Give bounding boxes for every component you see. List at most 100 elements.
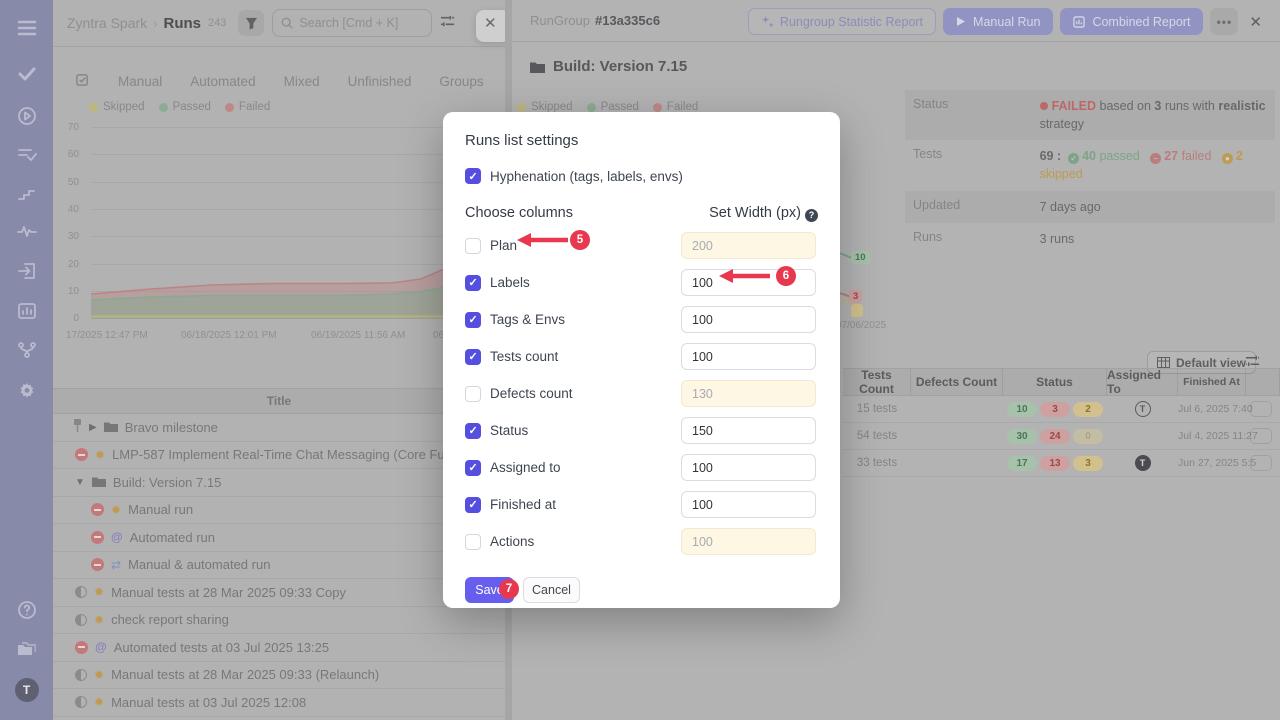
table-row[interactable]: 54 tests 30 24 0 Jul 4, 2025 11:27 [843,423,1280,450]
tests-count-checkbox[interactable] [465,348,481,365]
run-title[interactable]: Manual & automated run [128,557,271,573]
help-icon[interactable] [0,600,53,620]
chevron-right-icon[interactable]: ▶ [89,421,97,433]
branch-icon[interactable] [0,341,53,359]
failed-dot [652,102,662,112]
defects-count-checkbox[interactable] [465,385,481,402]
adjustments-icon[interactable] [440,14,455,33]
tab-groups[interactable]: Groups [439,73,484,89]
hyphenation-checkbox[interactable] [465,168,481,184]
run-title[interactable]: Automated tests at 03 Jul 2025 13:25 [113,639,330,655]
more-options-button[interactable]: ••• [1210,8,1239,35]
skipped-line-badge [851,304,863,317]
status-checkbox[interactable] [465,422,481,439]
statistic-report-button[interactable]: Rungroup Statistic Report [747,8,937,35]
run-title[interactable]: Manual tests at 03 Jul 2025 12:08 [111,694,307,710]
run-title[interactable]: Manual tests at 28 Mar 2025 09:33 (Relau… [111,667,380,683]
hyphenation-row[interactable]: Hyphenation (tags, labels, envs) [465,168,818,184]
tests-count-width-input[interactable] [681,343,816,370]
select-all-icon[interactable] [75,72,90,90]
list-item[interactable]: @ Automated run [53,524,505,552]
list-item[interactable]: ✹ Manual tests at 28 Mar 2025 09:33 (Rel… [53,662,505,689]
run-title[interactable]: LMP-587 Implement Real-Time Chat Messagi… [112,447,487,463]
col-defects-count[interactable]: Defects Count [911,369,1003,395]
gear-icon[interactable] [0,381,53,401]
user-avatar[interactable]: T [0,678,53,702]
search-placeholder: Search [Cmd + K] [299,16,399,30]
col-finished-at[interactable]: Finished At [1178,369,1246,395]
bar-chart-icon[interactable] [0,302,53,320]
tags-envs-width-input[interactable] [681,306,816,333]
manual-run-button[interactable]: Manual Run [943,8,1054,35]
run-title[interactable]: Bravo milestone [124,419,218,435]
failed-status-icon [75,448,88,462]
run-title[interactable]: Build: Version 7.15 [112,474,222,490]
filter-button[interactable] [238,10,265,36]
list-item[interactable]: @ Automated tests at 03 Jul 2025 13:25 [53,634,505,662]
assignee-avatar[interactable]: T [1134,401,1151,417]
folders-icon[interactable] [0,640,53,658]
assigned-to-width-input[interactable] [681,454,816,481]
col-tests-count[interactable]: Tests Count [843,368,911,396]
manual-run-icon: ✹ [94,585,105,600]
table-settings-icon[interactable] [1245,354,1260,373]
actions-width-input[interactable] [681,528,816,555]
list-item[interactable]: ✹ Manual tests at 03 Jul 2025 12:08 [53,689,505,717]
table-row[interactable]: 33 tests 17 13 3 T Jun 27, 2025 5:5 [843,450,1280,477]
finished-at-width-input[interactable] [681,491,816,518]
steps-icon[interactable] [0,186,53,202]
table-icon [1157,357,1170,368]
combined-report-button[interactable]: Combined Report [1060,8,1204,35]
tab-manual[interactable]: Manual [118,73,163,89]
checkmark-icon[interactable] [0,66,53,82]
col-status[interactable]: Status [1003,369,1107,395]
status-width-input[interactable] [681,417,816,444]
run-title[interactable]: Automated run [129,529,215,545]
col-assigned-to[interactable]: Assigned To [1107,368,1178,396]
row-action-button[interactable] [1250,401,1272,417]
actions-checkbox[interactable] [465,533,481,550]
play-circle-icon[interactable] [0,106,53,126]
table-row[interactable]: 15 tests 10 3 2 T Jul 6, 2025 7:40 [843,396,1280,423]
panel-close-button[interactable]: ✕ [476,10,505,42]
rungroup-id: #13a335c6 [594,13,661,28]
cancel-button[interactable]: Cancel [523,577,580,603]
search-input[interactable]: Search [Cmd + K] [272,9,433,37]
list-item[interactable]: ▶ Bravo milestone [53,414,505,442]
partial-status-icon [75,586,87,599]
list-item[interactable]: ✹ LMP-587 Implement Real-Time Chat Messa… [53,442,505,469]
row-action-button[interactable] [1250,455,1272,471]
row-action-button[interactable] [1250,428,1272,444]
hamburger-menu-icon[interactable] [0,18,53,38]
list-item[interactable]: ▼ Build: Version 7.15 [53,469,505,497]
run-title[interactable]: Manual tests at 28 Mar 2025 09:33 Copy [111,584,346,600]
plan-checkbox[interactable] [465,237,481,254]
tab-automated[interactable]: Automated [190,73,256,89]
failed-pill: 24 [1040,428,1070,444]
run-title[interactable]: check report sharing [111,612,229,628]
assignee-avatar[interactable]: T [1134,455,1151,471]
passed-dot [158,102,168,112]
help-icon[interactable]: ? [805,209,818,222]
tab-mixed[interactable]: Mixed [283,73,320,89]
list-item[interactable]: ⇄ Manual & automated run [53,552,505,579]
ytick-30: 30 [67,231,79,242]
chevron-down-icon[interactable]: ▼ [75,476,85,488]
close-panel-button[interactable]: ✕ [1249,13,1262,31]
plan-width-input[interactable] [681,232,816,259]
column-row-tests-count: Tests count [465,343,818,370]
breadcrumb-project[interactable]: Zyntra Spark [67,15,148,31]
labels-checkbox[interactable] [465,274,481,291]
list-check-icon[interactable] [0,146,53,164]
tags-envs-checkbox[interactable] [465,311,481,328]
finished-at-checkbox[interactable] [465,496,481,513]
tab-unfinished[interactable]: Unfinished [347,73,412,89]
run-title[interactable]: Manual run [128,502,194,518]
list-item[interactable]: ✹ Manual tests at 28 Mar 2025 09:33 Copy [53,579,505,607]
list-item[interactable]: ✹ Manual run [53,497,505,524]
pulse-icon[interactable] [0,224,53,238]
defects-count-width-input[interactable] [681,380,816,407]
login-box-icon[interactable] [0,262,53,280]
list-item[interactable]: ✹ check report sharing [53,607,505,634]
assigned-to-checkbox[interactable] [465,459,481,476]
